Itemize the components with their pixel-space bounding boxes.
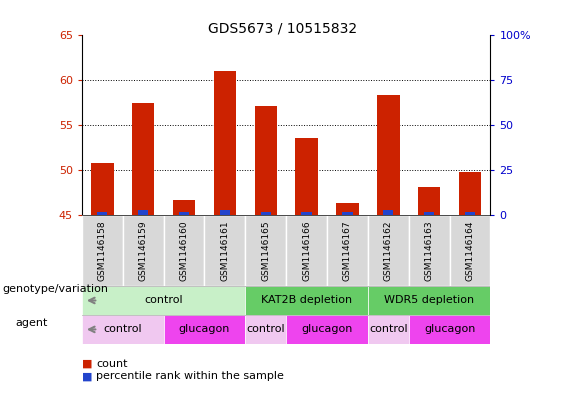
Bar (368, 215, 408, 286)
Text: control: control (246, 324, 285, 334)
Text: KAT2B depletion: KAT2B depletion (261, 296, 352, 305)
Bar (220, 210, 230, 215)
Bar (123, 215, 164, 286)
Text: GSM1146165: GSM1146165 (261, 220, 270, 281)
Text: GSM1146160: GSM1146160 (180, 220, 189, 281)
Text: count: count (96, 358, 128, 369)
Bar (254, 106, 277, 215)
Text: GDS5673 / 10515832: GDS5673 / 10515832 (208, 22, 357, 36)
Bar (459, 172, 481, 215)
Text: GSM1146163: GSM1146163 (425, 220, 434, 281)
Bar (465, 212, 475, 215)
Bar (164, 215, 205, 286)
Bar (286, 215, 327, 286)
Text: WDR5 depletion: WDR5 depletion (384, 296, 474, 305)
Bar (377, 95, 399, 215)
Bar (286, 315, 368, 344)
Text: control: control (369, 324, 407, 334)
Text: GSM1146158: GSM1146158 (98, 220, 107, 281)
Bar (97, 212, 107, 215)
Bar (368, 315, 408, 344)
Bar (132, 103, 154, 215)
Bar (327, 215, 368, 286)
Bar (91, 163, 114, 215)
Text: control: control (103, 324, 142, 334)
Text: GSM1146161: GSM1146161 (220, 220, 229, 281)
Bar (82, 286, 245, 315)
Bar (383, 210, 393, 215)
Bar (205, 215, 245, 286)
Bar (138, 210, 148, 215)
Text: GSM1146159: GSM1146159 (138, 220, 147, 281)
Bar (179, 212, 189, 215)
Bar (408, 215, 450, 286)
Bar (82, 315, 164, 344)
Bar (408, 315, 490, 344)
Bar (295, 138, 318, 215)
Text: genotype/variation: genotype/variation (3, 284, 109, 294)
Text: control: control (144, 296, 183, 305)
Bar (245, 315, 286, 344)
Text: ■: ■ (82, 358, 93, 369)
Bar (302, 212, 312, 215)
Bar (336, 203, 359, 215)
Bar (418, 187, 440, 215)
Bar (82, 215, 123, 286)
Text: GSM1146167: GSM1146167 (343, 220, 352, 281)
Text: GSM1146166: GSM1146166 (302, 220, 311, 281)
Text: agent: agent (16, 318, 48, 328)
Bar (342, 212, 353, 215)
Bar (260, 212, 271, 215)
Bar (368, 286, 490, 315)
Bar (214, 72, 236, 215)
Bar (245, 286, 368, 315)
Bar (424, 212, 434, 215)
Bar (450, 215, 490, 286)
Bar (245, 215, 286, 286)
Text: glucagon: glucagon (179, 324, 230, 334)
Text: GSM1146162: GSM1146162 (384, 220, 393, 281)
Text: glucagon: glucagon (424, 324, 475, 334)
Text: percentile rank within the sample: percentile rank within the sample (96, 371, 284, 382)
Text: ■: ■ (82, 371, 93, 382)
Bar (164, 315, 245, 344)
Text: GSM1146164: GSM1146164 (466, 220, 475, 281)
Bar (173, 200, 195, 215)
Text: glucagon: glucagon (301, 324, 353, 334)
